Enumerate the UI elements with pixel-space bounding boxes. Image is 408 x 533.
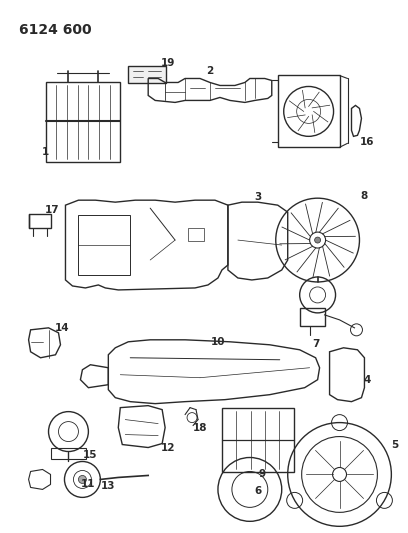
- Text: 4: 4: [364, 375, 371, 385]
- Bar: [278, 76, 339, 147]
- Text: 3: 3: [254, 192, 262, 202]
- Text: 14: 14: [55, 323, 70, 333]
- Text: 11: 11: [81, 479, 95, 489]
- Text: 5: 5: [391, 440, 398, 449]
- Circle shape: [78, 475, 86, 483]
- Bar: [299, 308, 325, 326]
- Bar: [188, 228, 204, 241]
- Text: 12: 12: [161, 442, 175, 453]
- Bar: [78, 215, 130, 275]
- Bar: [222, 408, 294, 472]
- Text: 2: 2: [206, 66, 214, 76]
- Text: 15: 15: [83, 449, 98, 459]
- Text: 16: 16: [360, 138, 375, 147]
- Bar: [29, 214, 51, 228]
- Bar: [128, 66, 166, 84]
- Bar: [51, 448, 86, 459]
- Text: 1: 1: [42, 147, 49, 157]
- Text: 7: 7: [312, 339, 319, 349]
- Text: 9: 9: [258, 470, 265, 480]
- Text: 17: 17: [45, 205, 60, 215]
- Circle shape: [315, 237, 321, 243]
- Text: 13: 13: [101, 481, 115, 491]
- Text: 10: 10: [211, 337, 225, 347]
- Text: 8: 8: [361, 191, 368, 201]
- Bar: [46, 83, 120, 162]
- Text: 6: 6: [254, 487, 262, 496]
- Text: 19: 19: [161, 58, 175, 68]
- Text: 6124 600: 6124 600: [19, 22, 91, 37]
- Text: 18: 18: [193, 423, 207, 433]
